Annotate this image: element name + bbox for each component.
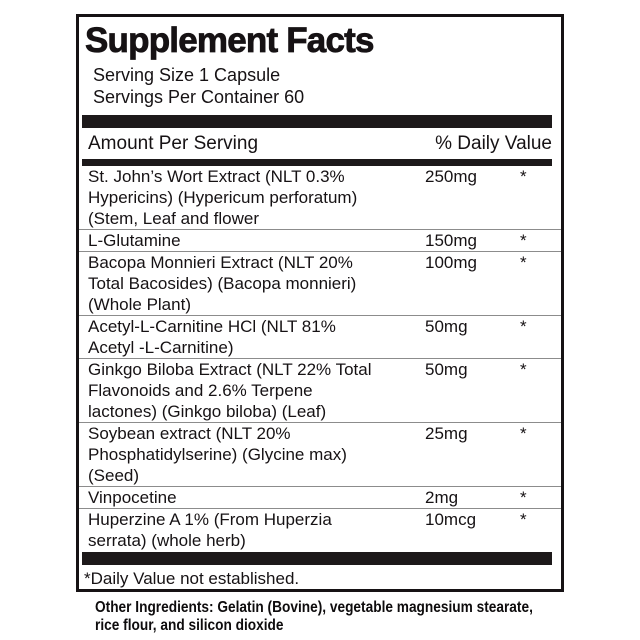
- ingredient-name: Vinpocetine: [88, 487, 177, 507]
- ingredient-amount: 50mg: [425, 316, 468, 336]
- ingredient-amount: 150mg: [425, 230, 477, 250]
- table-row: Bacopa Monnieri Extract (NLT 20% Total B…: [79, 250, 561, 315]
- thick-separator-bar-top: [82, 115, 552, 128]
- ingredient-name: Acetyl-L-Carnitine HCl (NLT 81% Acetyl -…: [88, 316, 336, 357]
- panel-title: Supplement Facts: [85, 21, 375, 61]
- amount-per-serving-header: Amount Per Serving: [88, 133, 259, 154]
- ingredient-daily-value: *: [520, 316, 527, 336]
- ingredient-amount: 100mg: [425, 252, 477, 272]
- ingredient-amount: 250mg: [425, 166, 477, 186]
- serving-size: Serving Size 1 Capsule: [93, 65, 281, 85]
- table-row: Ginkgo Biloba Extract (NLT 22% Total Fla…: [79, 357, 561, 422]
- daily-value-header: % Daily Value: [435, 133, 552, 154]
- ingredient-name: St. John’s Wort Extract (NLT 0.3% Hyperi…: [88, 166, 358, 228]
- ingredient-daily-value: *: [520, 252, 527, 272]
- ingredient-daily-value: *: [520, 230, 527, 250]
- ingredient-amount: 25mg: [425, 423, 468, 443]
- serving-info: Serving Size 1 Capsule Servings Per Cont…: [93, 64, 561, 108]
- supplement-facts-panel: Supplement Facts Serving Size 1 Capsule …: [76, 14, 564, 592]
- thick-separator-bar-bottom: [82, 552, 552, 565]
- ingredient-daily-value: *: [520, 423, 527, 443]
- ingredient-name: Huperzine A 1% (From Huperzia serrata) (…: [88, 509, 332, 550]
- daily-value-footnote: *Daily Value not established.: [84, 569, 300, 588]
- ingredient-name: Ginkgo Biloba Extract (NLT 22% Total Fla…: [88, 359, 372, 421]
- table-row: St. John’s Wort Extract (NLT 0.3% Hyperi…: [79, 166, 561, 229]
- column-header-row: Amount Per Serving % Daily Value: [79, 128, 561, 159]
- ingredient-amount: 10mcg: [425, 509, 477, 529]
- ingredient-daily-value: *: [520, 359, 527, 379]
- ingredient-name: L-Glutamine: [88, 230, 181, 250]
- ingredient-daily-value: *: [520, 166, 527, 186]
- ingredient-name: Soybean extract (NLT 20% Phosphatidylser…: [88, 423, 347, 485]
- header-separator-bar: [82, 159, 552, 166]
- ingredient-name: Bacopa Monnieri Extract (NLT 20% Total B…: [88, 252, 357, 314]
- table-row: L-Glutamine 150mg *: [79, 228, 561, 251]
- table-row: Huperzine A 1% (From Huperzia serrata) (…: [79, 507, 561, 551]
- ingredient-daily-value: *: [520, 487, 527, 507]
- ingredient-daily-value: *: [520, 509, 527, 529]
- table-row: Vinpocetine 2mg *: [79, 485, 561, 508]
- servings-per-container: Servings Per Container 60: [93, 87, 305, 107]
- ingredient-table: St. John’s Wort Extract (NLT 0.3% Hyperi…: [79, 166, 561, 553]
- ingredient-amount: 50mg: [425, 359, 468, 379]
- table-row: Acetyl-L-Carnitine HCl (NLT 81% Acetyl -…: [79, 314, 561, 358]
- ingredient-amount: 2mg: [425, 487, 459, 507]
- other-ingredients-text: Other Ingredients: Gelatin (Bovine), veg…: [95, 599, 533, 634]
- table-row: Soybean extract (NLT 20% Phosphatidylser…: [79, 421, 561, 486]
